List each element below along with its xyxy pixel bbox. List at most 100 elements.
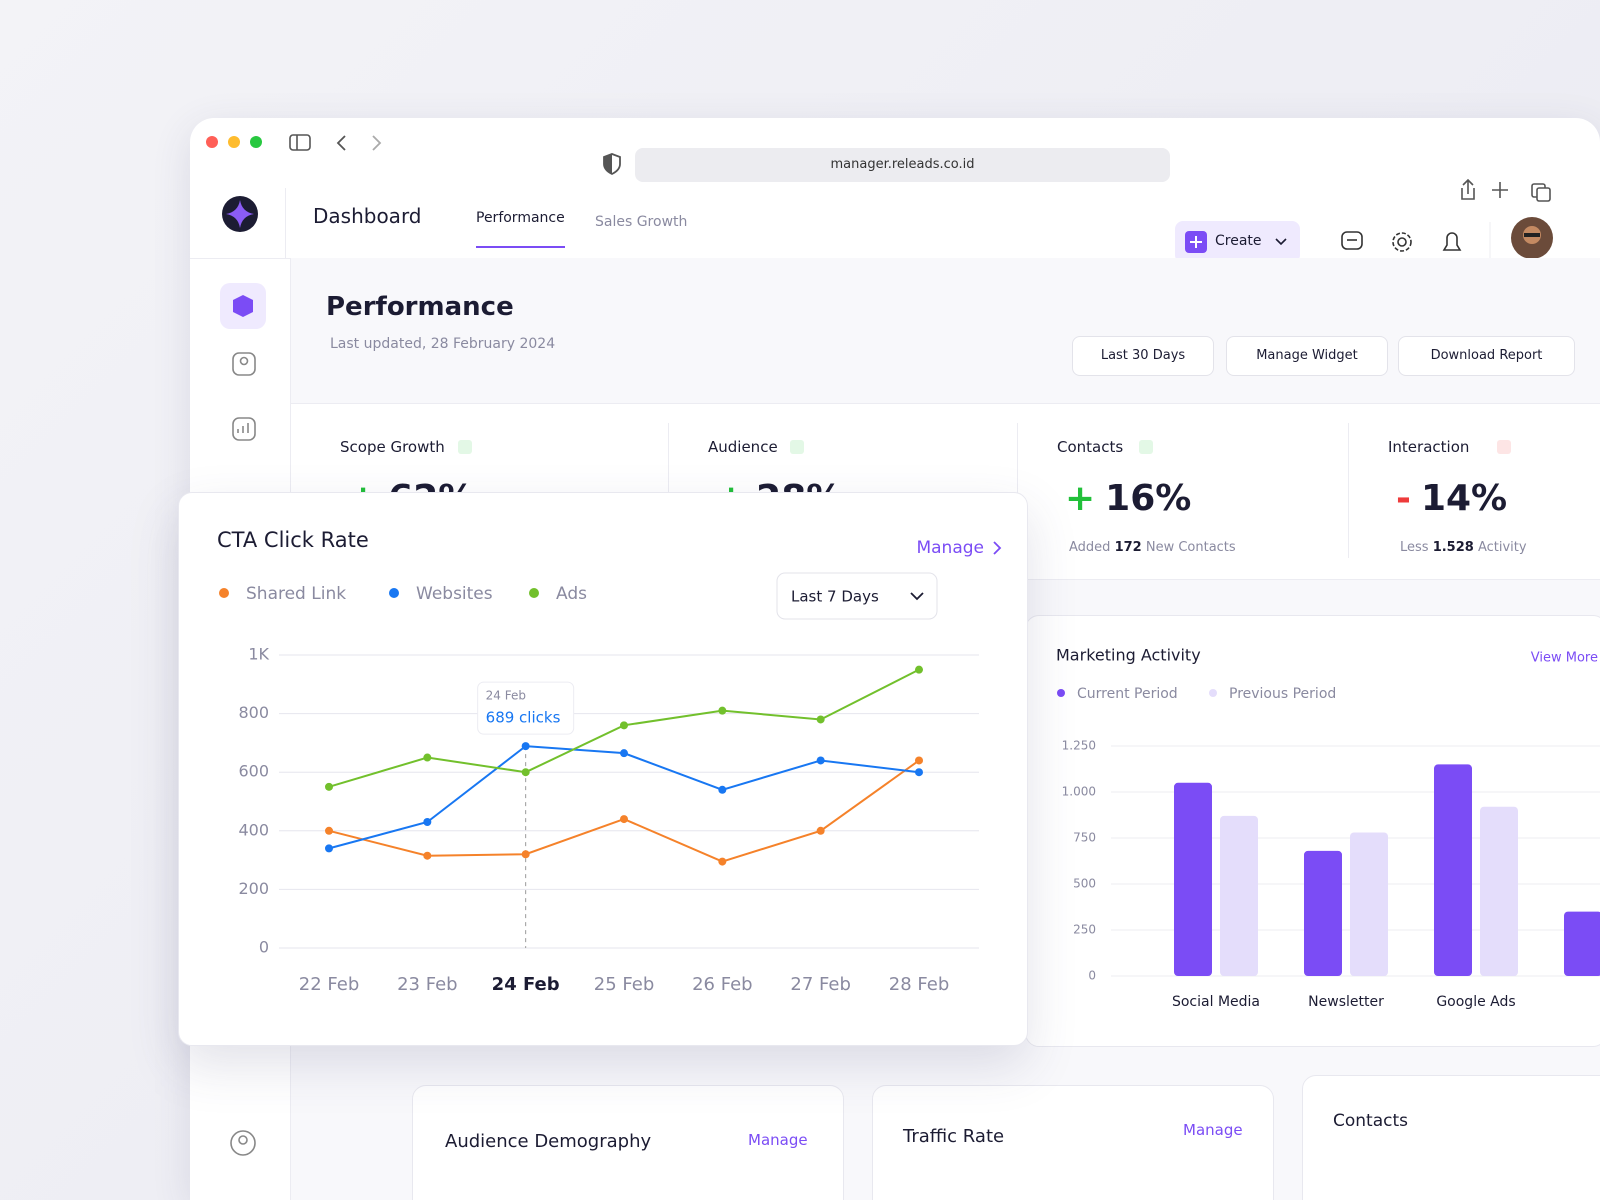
bottom-card: Traffic Rate Manage [872,1085,1274,1200]
stat-divider [1017,423,1018,558]
y-tick-label: 0 [1088,969,1096,983]
nav-title: Dashboard [313,204,422,228]
last-updated: Last updated, 28 February 2024 [330,336,556,352]
legend-dot [1057,689,1065,697]
y-tick-label: 750 [1073,831,1096,845]
sidebar-icons[interactable] [220,283,270,463]
data-point [521,850,530,859]
stat-number: 14% [1420,478,1508,519]
card-link[interactable]: Manage [748,1131,808,1149]
y-tick-label: 800 [238,703,269,722]
trend-icon [1139,440,1153,454]
stat-label: Audience [708,438,778,456]
x-tick-label: 25 Feb [594,974,655,995]
data-point [620,749,628,758]
stat-note: Less 1.528 Activity [1400,540,1527,555]
data-point [325,782,333,791]
note-part: Less [1400,540,1429,555]
download-report-button[interactable]: Download Report [1398,336,1575,376]
y-tick-label: 500 [1073,877,1096,891]
card-title: Contacts [1333,1111,1408,1131]
stat-divider [1348,423,1349,558]
data-point [423,753,432,762]
shield-icon [603,153,621,176]
y-tick-label: 200 [238,879,269,898]
bar [1434,764,1472,976]
stat-divider [668,423,669,558]
y-tick-label: 250 [1073,923,1096,937]
x-tick-label: 22 Feb [299,974,360,995]
note-part: 1.528 [1432,540,1474,555]
data-point [718,857,727,866]
logo[interactable] [220,194,260,234]
profile-icon[interactable] [228,1128,258,1158]
data-point [915,756,923,765]
stat-label: Interaction [1388,438,1470,456]
data-point [423,818,432,827]
legend-dot [219,588,229,598]
x-tick-label: 24 Feb [492,974,560,995]
data-point [620,815,628,824]
bar [1480,806,1518,976]
note-part: 172 [1114,540,1142,555]
create-button[interactable]: Create [1175,221,1300,263]
trend-icon [1497,440,1511,454]
chevron [1275,238,1287,246]
y-tick-label: 0 [259,938,269,957]
series-line [328,759,920,863]
stat-sign: - [1396,478,1411,519]
legend-dot [389,588,399,598]
note-part: Added [1069,540,1111,555]
browser-actions [1461,178,1551,202]
nav-icons[interactable] [1330,222,1570,262]
tooltip-value: 689 clicks [486,709,561,727]
data-point [718,706,727,715]
trend-icon [458,440,472,454]
bar [1220,815,1258,976]
stat-number: 16% [1105,478,1192,519]
url-bar[interactable]: manager.releads.co.id [635,148,1170,182]
tooltip [477,681,575,735]
chart-title: Marketing Activity [1056,646,1201,665]
manage-link: Manage [916,538,984,558]
data-point [620,721,628,730]
data-point [816,826,825,835]
card-title: Traffic Rate [903,1126,1005,1147]
data-point [816,715,825,724]
data-point [915,665,923,674]
legend-label: Websites [416,584,493,604]
legend-label: Previous Period [1229,686,1336,702]
legend-dot [1209,689,1217,697]
window-controls [206,134,382,151]
x-tick-label: Google Ads [1436,994,1515,1010]
line-chart: CTA Click Rate Manage Last 7 Days Shared Li… [217,528,1002,995]
stat-value: +16% [1065,478,1191,519]
stat-note: Added 172 New Contacts [1069,540,1236,555]
legend-label: Ads [556,584,587,604]
data-point [521,768,530,777]
x-tick-label: 26 Feb [692,974,753,995]
create-label: Create [1215,233,1262,249]
range-button[interactable]: Last 30 Days [1072,336,1214,376]
chevron [993,541,1002,555]
plus-icon [1185,231,1207,253]
chevron [910,592,924,601]
cta-card: CTA Click Rate Manage Last 7 Days Shared Li… [178,492,1028,1046]
x-tick-label: 28 Feb [889,974,950,995]
avatar[interactable] [1510,216,1554,260]
nav-tab[interactable]: Sales Growth [595,214,688,230]
range-dropdown [776,572,938,620]
card-link[interactable]: Manage [1183,1121,1243,1139]
legend-label: Shared Link [246,584,346,604]
bar [1304,850,1342,976]
data-point [325,844,333,853]
range-label: Last 7 Days [791,588,879,606]
nav-tab[interactable]: Performance [476,210,565,248]
stat-label: Contacts [1057,438,1124,456]
bar [1564,911,1600,976]
stat-label: Scope Growth [340,438,445,456]
y-tick-label: 1.250 [1062,739,1096,753]
y-tick-label: 400 [238,820,269,839]
manage-widget-button[interactable]: Manage Widget [1226,336,1388,376]
